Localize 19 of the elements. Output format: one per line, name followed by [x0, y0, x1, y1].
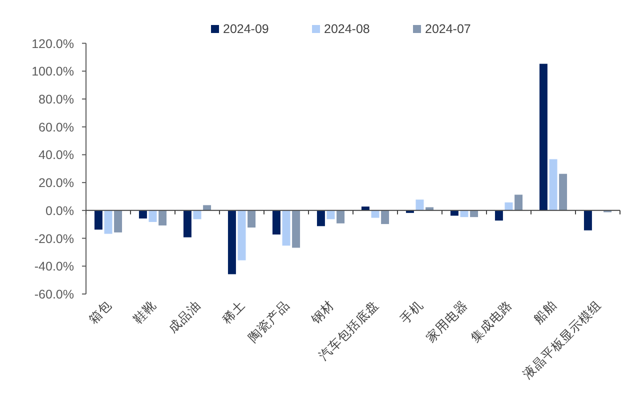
y-tick-label: -20.0%: [34, 232, 74, 246]
y-tick-label: -40.0%: [34, 260, 74, 274]
y-tick-label: 100.0%: [32, 64, 74, 79]
legend-label: 2024-07: [425, 22, 471, 36]
legend-label: 2024-08: [324, 22, 370, 36]
x-tick-label: 船舶: [530, 298, 560, 327]
x-tick-label: 成品油: [165, 298, 204, 336]
x-tick-label: 钢材: [307, 298, 337, 328]
y-tick-label: 0.0%: [46, 204, 74, 218]
x-tick-label: 鞋靴: [130, 298, 159, 327]
y-tick-label: 20.0%: [38, 176, 74, 190]
y-tick-label: 80.0%: [38, 92, 74, 107]
legend-label: 2024-09: [223, 22, 269, 36]
y-tick-label: 40.0%: [38, 148, 74, 162]
y-tick-label: 120.0%: [32, 36, 74, 51]
y-tick-label: 60.0%: [38, 120, 74, 134]
x-tick-label: 箱包: [85, 298, 114, 327]
y-tick-label: -60.0%: [34, 288, 74, 302]
bar: [583, 210, 593, 231]
